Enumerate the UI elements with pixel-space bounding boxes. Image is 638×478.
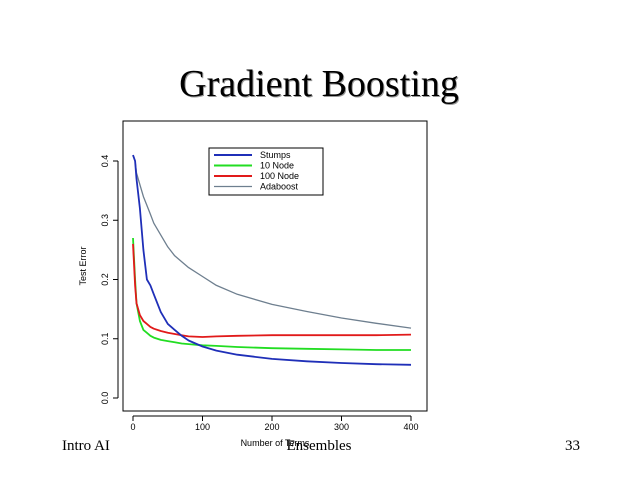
slide-title: Gradient Boosting (179, 63, 459, 105)
series-layer (132, 154, 412, 366)
footer-page-number: 33 (565, 438, 580, 454)
x-tick-label: 300 (334, 422, 349, 432)
x-axis-label: Number of Terms (241, 438, 310, 448)
legend-label-adaboost: Adaboost (260, 182, 299, 192)
x-tick-label: 0 (130, 422, 135, 432)
y-tick-label: 0.2 (100, 273, 110, 286)
x-tick-label: 100 (195, 422, 210, 432)
x-tick-label: 200 (264, 422, 279, 432)
legend-label-stumps: Stumps (260, 150, 291, 160)
footer-topic: Ensembles (286, 438, 352, 454)
legend-label-10-node: 10 Node (260, 161, 294, 171)
plot-frame (122, 120, 428, 412)
y-tick-label: 0.1 (100, 332, 110, 345)
series-line-100-node (132, 243, 412, 338)
y-tick-label: 0.4 (100, 155, 110, 168)
y-axis: 0.0 0.1 0.2 0.3 0.4 (100, 155, 119, 405)
footer-course: Intro AI (62, 438, 110, 454)
series-line-stumps (132, 154, 412, 366)
x-tick-label: 400 (403, 422, 418, 432)
y-axis-label: Test Error (78, 246, 88, 285)
series-line-10-node (132, 237, 411, 351)
y-tick-label: 0.0 (100, 392, 110, 405)
y-tick-label: 0.3 (100, 214, 110, 227)
x-axis: 0 100 200 300 400 (130, 415, 419, 432)
series-line-adaboost (132, 154, 412, 329)
legend-label-100-node: 100 Node (260, 171, 299, 181)
